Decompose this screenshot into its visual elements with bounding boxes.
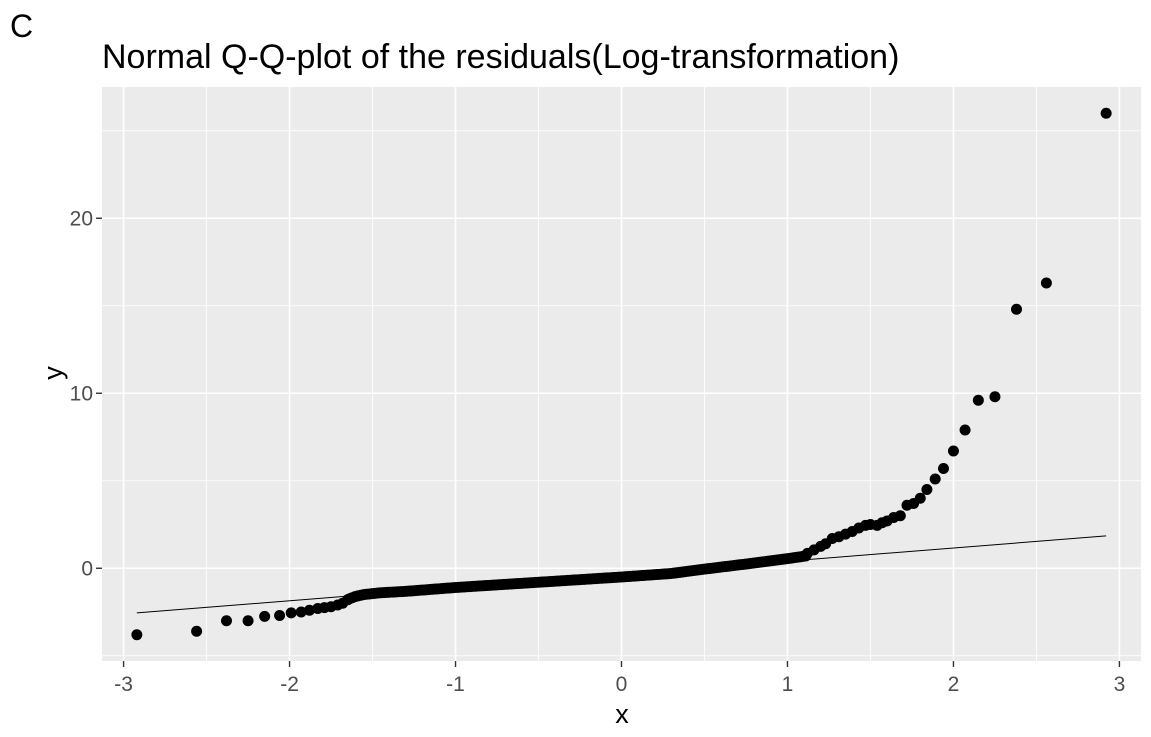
data-point <box>285 607 297 619</box>
points <box>131 107 1112 641</box>
data-point <box>989 391 1001 403</box>
data-point <box>242 615 254 627</box>
data-point <box>894 510 906 522</box>
y-tick-labels: 0 10 20 <box>70 207 93 580</box>
data-point <box>191 625 203 637</box>
data-point <box>921 484 933 495</box>
x-tick-label: 2 <box>948 673 960 696</box>
y-tick-label: 10 <box>70 382 93 405</box>
data-point <box>295 606 307 618</box>
x-axis-title: x <box>615 699 629 729</box>
x-tick-label: -1 <box>446 673 465 696</box>
data-point <box>1040 277 1052 289</box>
grid-minor <box>102 87 1141 661</box>
x-tick-label: 1 <box>782 673 794 696</box>
chart-title: Normal Q-Q-plot of the residuals(Log-tra… <box>102 38 900 76</box>
data-point <box>274 610 286 621</box>
data-point <box>259 610 271 622</box>
data-point <box>937 463 949 474</box>
y-tick-label: 20 <box>70 207 93 230</box>
data-point <box>1100 107 1112 119</box>
data-point <box>220 615 232 627</box>
data-point <box>131 629 143 641</box>
y-axis-title: y <box>38 366 68 380</box>
data-point <box>1011 303 1023 315</box>
x-tick-label: -2 <box>280 673 299 696</box>
data-point <box>947 445 959 457</box>
data-point <box>929 473 941 485</box>
y-ticks <box>96 217 102 569</box>
data-point <box>914 492 926 504</box>
x-tick-label: -3 <box>114 673 133 696</box>
data-point <box>972 394 984 406</box>
panel-tag: C <box>10 8 34 44</box>
x-tick-label: 0 <box>616 673 628 696</box>
grid-major <box>102 87 1141 661</box>
x-tick-labels: -3 -2 -1 0 1 2 3 <box>114 673 1125 696</box>
y-tick-label: 0 <box>81 557 93 580</box>
x-tick-label: 3 <box>1114 673 1126 696</box>
x-ticks <box>122 661 1121 667</box>
data-point <box>342 594 354 606</box>
data-point <box>303 604 315 616</box>
data-point <box>959 424 971 436</box>
